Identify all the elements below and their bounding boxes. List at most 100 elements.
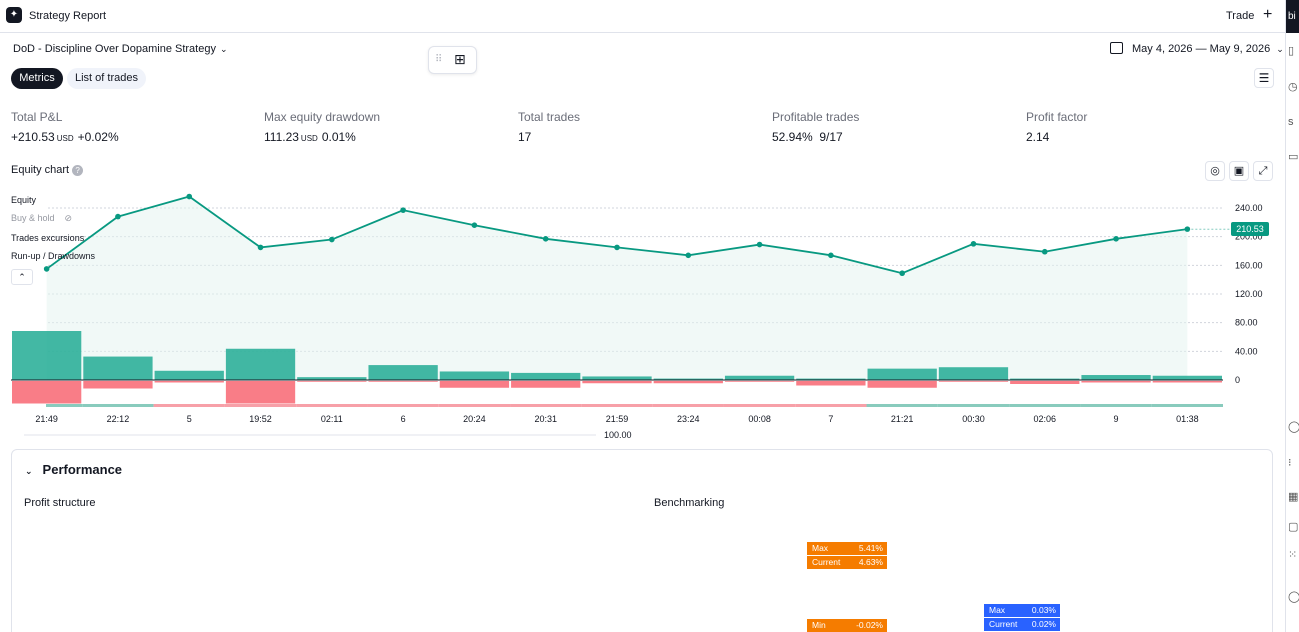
x-tick-label: 00:08 [748,414,771,424]
tab-metrics[interactable]: Metrics [11,68,63,89]
drag-handle-icon[interactable]: ⠿ [435,54,443,65]
s-icon[interactable]: s [1288,116,1294,128]
bench-bh-max-tag: Max 0.03% [984,604,1060,617]
drawdown-bar [297,381,367,382]
equity-point [1184,226,1191,232]
metric-number: +210.53 [11,130,55,144]
excursion-strip-segment [723,404,796,407]
performance-title: Performance [42,462,123,477]
excursion-strip-segment [1080,404,1152,407]
target-icon[interactable]: ◎ [1205,161,1225,181]
equity-chart-title-text: Equity chart [11,164,70,176]
app-logo-icon: ✦ [6,7,22,23]
x-tick-label: 19:52 [249,414,272,424]
metric-number: 111.23 [264,130,299,144]
drawdown-bar [439,381,510,388]
notes-icon[interactable]: ⁝ [1288,457,1292,469]
runup-bar [297,377,367,380]
right-toolbar: bi ▯ ◷ s ▭ ◯ ⁝ ▦ ▢ ⁙ ◯ [1285,0,1299,632]
runup-bar [938,367,1009,380]
clock-icon[interactable]: ◷ [1288,81,1298,93]
tag-value: -0.02% [856,620,883,630]
metric-label: Total trades [518,110,581,124]
metric-unit: USD [56,134,74,143]
runup-bar [867,368,937,380]
tab-list-of-trades[interactable]: List of trades [67,68,146,89]
runup-bar [83,356,153,380]
equity-point [542,236,549,242]
metric-max-drawdown: Max equity drawdown 111.23 USD 0.01% [264,110,380,144]
calendar-icon[interactable]: ▦ [1288,491,1299,503]
metric-label: Total P&L [11,110,63,124]
bench-bh-current-tag: Current 0.02% [984,618,1060,631]
strategy-selector[interactable]: DoD - Discipline Over Dopamine Strategy ⌄ [13,43,228,55]
excursion-strip-segment [296,404,368,407]
drawdown-bar [653,381,723,384]
panel-icon[interactable]: ▯ [1288,45,1295,57]
equity-chart-title: Equity chart? [11,164,84,176]
legend-runup-drawdowns[interactable]: Run-up / Drawdowns [11,251,96,261]
tag-label: Min [812,620,826,630]
x-tick-label: 6 [401,414,406,424]
legend-trades-excursions[interactable]: Trades excursions [11,233,85,243]
runup-bar [511,372,581,380]
x-tick-label: 21:21 [891,414,914,424]
grid-icon[interactable]: ⁙ [1288,549,1298,561]
chat-icon[interactable]: ▭ [1288,151,1299,163]
x-tick-label: 01:38 [1176,414,1199,424]
x-tick-label: 02:11 [321,414,343,424]
legend-equity[interactable]: Equity [11,195,37,205]
right-toolbar-header: bi [1286,0,1299,33]
drawdown-bar [368,381,438,382]
collapse-legend-button[interactable]: ⌃ [11,269,33,285]
x-tick-label: 23:24 [677,414,700,424]
metric-value: 52.94% 9/17 [772,130,859,144]
metric-value: 2.14 [1026,130,1087,144]
add-icon[interactable]: + [1263,6,1273,23]
date-range-selector[interactable]: May 4, 2026 — May 9, 2026 ⌄ [1110,42,1284,55]
list-view-icon[interactable]: ☰ [1254,68,1274,88]
box-icon[interactable]: ▢ [1288,521,1299,533]
drawdown-bar [938,381,1009,382]
equity-point [1113,236,1119,242]
performance-header[interactable]: ⌄ Performance [25,462,122,477]
title-bar: ✦ Strategy Report Trade + [0,0,1285,33]
camera-icon[interactable]: ▣ [1229,161,1249,181]
bench-min-tag: Min -0.02% [807,619,887,632]
chevron-down-icon: ⌄ [25,466,33,476]
excursion-strip-segment [652,404,724,407]
drawdown-bar [511,381,581,388]
benchmarking-title: Benchmarking [654,497,725,509]
profit-y-tick-label: 100.00 [604,430,632,440]
y-tick-label: 40.00 [1235,346,1258,356]
runup-bar [653,378,723,380]
metric-percent: +0.02% [77,130,119,144]
tag-value: 0.02% [1031,619,1056,629]
excursion-strip-segment [1009,404,1081,407]
runup-bar [582,376,652,380]
drawdown-bar [1152,381,1222,383]
equity-point [685,252,692,259]
floating-toolbar[interactable]: ⠿ ⊞ [428,46,477,74]
y-tick-label: 160.00 [1235,260,1263,270]
excursion-strip-segment [866,404,938,407]
add-widget-icon[interactable]: ⊞ [454,51,466,67]
metric-value: 17 [518,130,580,144]
excursion-strip-segment [46,404,83,407]
help-icon[interactable]: ? [72,165,84,176]
excursion-strip-segment [937,404,1010,407]
tag-label: Max [812,543,829,553]
trade-button[interactable]: Trade [1226,10,1255,22]
metric-ratio: 9/17 [819,130,843,144]
help-icon[interactable]: ◯ [1288,591,1299,603]
y-tick-label: 240.00 [1235,203,1263,213]
legend-buy-hold[interactable]: Buy & hold ⊘ [11,213,72,224]
drawdown-bar [12,381,82,404]
excursion-strip-segment [438,404,511,407]
equity-area [46,196,1188,380]
eye-off-icon[interactable]: ⊘ [64,213,73,223]
metric-number: 17 [518,130,532,144]
fullscreen-icon[interactable]: ⤢ [1253,161,1273,181]
equity-point [186,193,193,200]
circle-icon[interactable]: ◯ [1288,421,1299,433]
